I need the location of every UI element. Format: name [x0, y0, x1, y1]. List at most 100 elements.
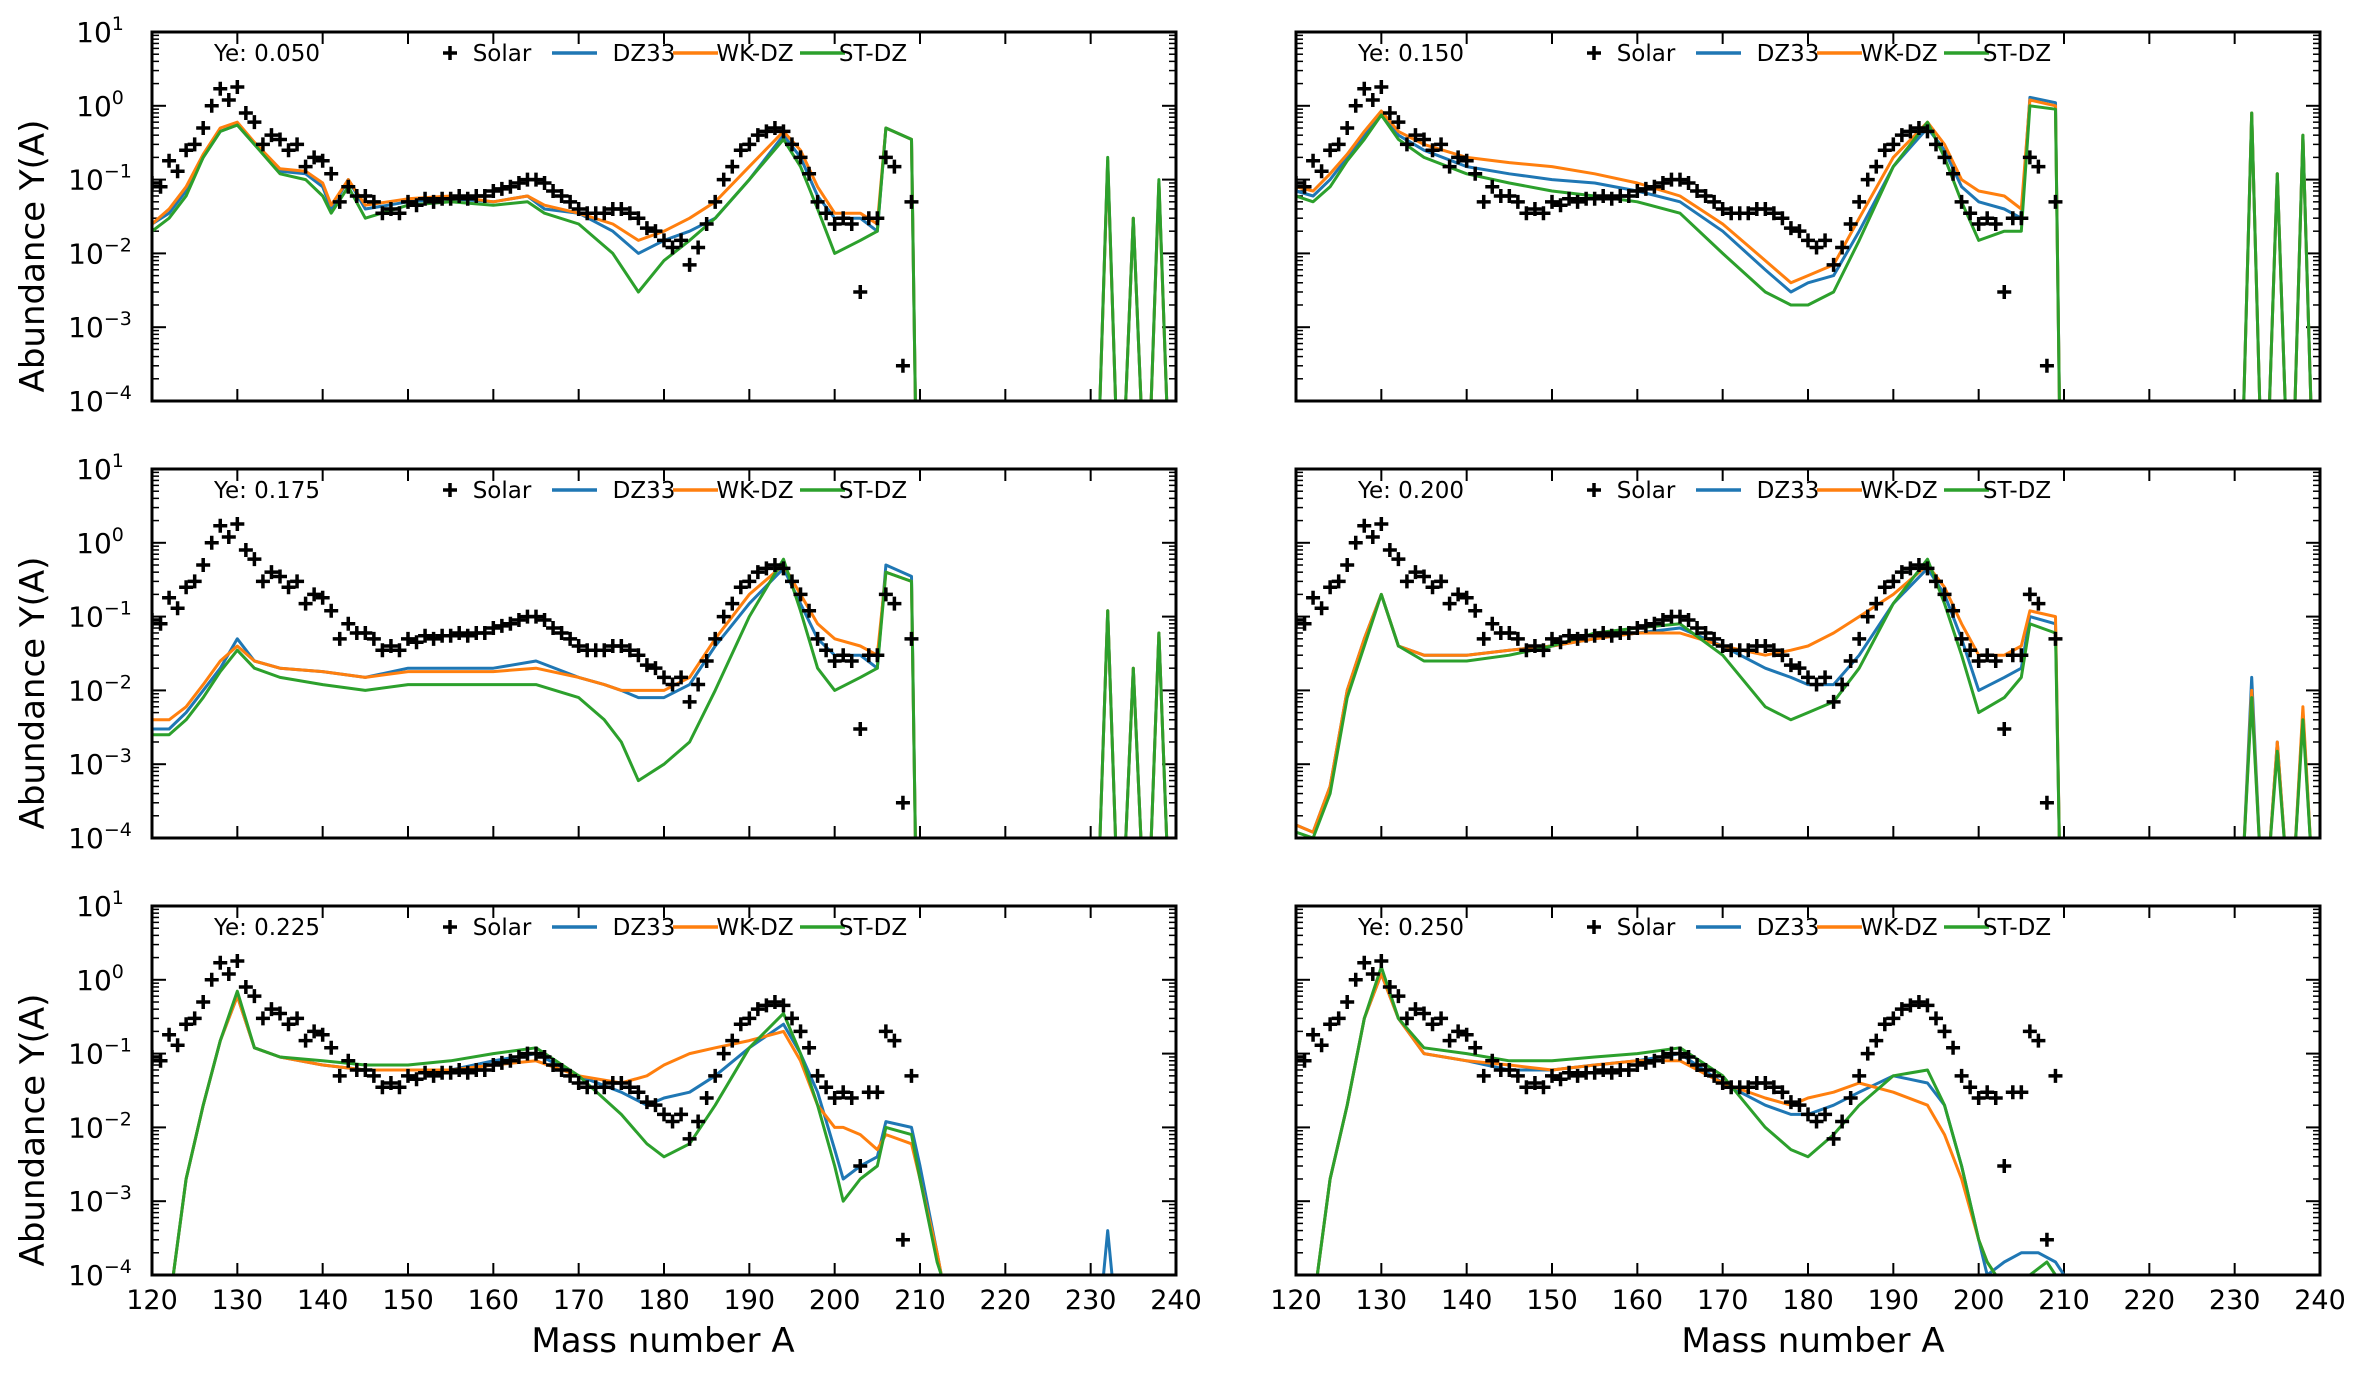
solar-point	[298, 1033, 313, 1048]
solar-point	[1869, 596, 1884, 611]
solar-point	[895, 358, 910, 373]
solar-point	[767, 558, 782, 573]
solar-point	[750, 128, 765, 143]
solar-point	[895, 1232, 910, 1247]
solar-point	[1852, 1068, 1867, 1083]
solar-point	[1306, 590, 1321, 605]
solar-point	[887, 159, 902, 174]
solar-point	[793, 1024, 808, 1039]
solar-point	[1476, 1068, 1491, 1083]
solar-point	[537, 1049, 552, 1064]
solar-point	[1911, 121, 1926, 136]
solar-point	[1638, 1055, 1653, 1070]
x-tick-label: 220	[2124, 1285, 2176, 1316]
solar-point	[187, 137, 202, 152]
solar-point	[1775, 211, 1790, 226]
solar-point	[1519, 206, 1534, 221]
y-tick-label: 10−3	[68, 1182, 132, 1218]
solar-point	[1545, 1068, 1559, 1083]
solar-point	[819, 643, 834, 658]
x-tick-label: 120	[1270, 1285, 1322, 1316]
solar-point	[1792, 224, 1807, 239]
solar-point	[1357, 955, 1372, 970]
solar-point	[716, 609, 731, 624]
solar-point	[213, 81, 228, 96]
solar-point	[247, 552, 262, 567]
solar-point	[1485, 179, 1500, 194]
y-tick-label: 100	[76, 961, 124, 997]
solar-point	[853, 721, 868, 736]
solar-point	[1459, 1027, 1474, 1042]
x-tick-label: 230	[2209, 1285, 2261, 1316]
legend-label-wk-dz: WK-DZ	[716, 41, 793, 67]
solar-point	[537, 612, 552, 627]
solar-point	[1903, 124, 1918, 139]
solar-point	[290, 137, 305, 152]
solar-point	[2014, 648, 2029, 663]
solar-point	[1715, 1075, 1730, 1090]
solar-point	[503, 1053, 518, 1068]
solar-point	[409, 198, 424, 213]
solar-point	[1408, 1002, 1423, 1017]
panel-title: Ye: 0.225	[213, 915, 320, 941]
solar-point	[460, 191, 475, 206]
solar-point	[1690, 1058, 1705, 1073]
solar-point	[708, 194, 723, 209]
panel-frame	[1294, 467, 2322, 840]
solar-point	[1596, 1062, 1611, 1077]
solar-point	[819, 206, 834, 221]
solar-point	[1894, 565, 1909, 580]
solar-point	[785, 574, 799, 589]
legend-solar-marker	[1587, 920, 1601, 934]
solar-point	[614, 638, 629, 653]
x-tick-label: 120	[126, 1285, 178, 1316]
legend-label-st-dz: ST-DZ	[1983, 915, 2051, 941]
solar-point	[1971, 217, 1986, 232]
solar-point	[844, 217, 859, 232]
chart-panel-4: Ye: 0.200 Solar DZ33 WK-DZ ST-DZ	[1294, 467, 2322, 840]
solar-point	[1843, 654, 1858, 669]
x-tick-label: 220	[980, 1285, 1032, 1316]
solar-point	[511, 612, 526, 627]
solar-point	[1775, 648, 1790, 663]
ylabel-row-2: Abundance Y(A)	[13, 557, 53, 830]
solar-point	[494, 618, 509, 633]
solar-point	[1715, 201, 1730, 216]
solar-point	[196, 558, 211, 573]
solar-point	[1391, 115, 1406, 130]
solar-point	[563, 631, 578, 646]
solar-point	[1673, 609, 1687, 624]
solar-point	[1365, 529, 1380, 544]
solar-point	[878, 150, 893, 165]
solar-point	[1903, 561, 1918, 576]
solar-point	[247, 115, 262, 130]
solar-point	[1911, 995, 1926, 1010]
solar-point	[273, 569, 287, 584]
solar-point	[418, 628, 433, 643]
panel-frame	[150, 30, 1178, 403]
legend-label-solar: Solar	[1617, 41, 1676, 67]
solar-point	[1946, 166, 1961, 181]
solar-point	[1527, 638, 1542, 653]
solar-point	[1391, 552, 1406, 567]
solar-point	[1596, 188, 1611, 203]
solar-point	[691, 1114, 706, 1129]
solar-point	[1553, 1072, 1568, 1087]
solar-point	[1783, 221, 1798, 236]
solar-point	[1980, 211, 1995, 226]
solar-point	[460, 1065, 475, 1080]
solar-point	[1604, 191, 1619, 206]
solar-point	[392, 1080, 407, 1095]
solar-point	[1963, 1080, 1978, 1095]
solar-point	[1783, 1095, 1798, 1110]
solar-point	[844, 654, 859, 669]
solar-point	[682, 257, 697, 272]
solar-point	[418, 1065, 433, 1080]
solar-point	[366, 631, 381, 646]
y-tick-label: 10−4	[68, 382, 132, 418]
solar-point	[1809, 240, 1824, 255]
legend-label-solar: Solar	[1617, 478, 1676, 504]
solar-point	[1434, 574, 1449, 589]
solar-point	[691, 240, 706, 255]
solar-point	[1860, 1046, 1875, 1061]
